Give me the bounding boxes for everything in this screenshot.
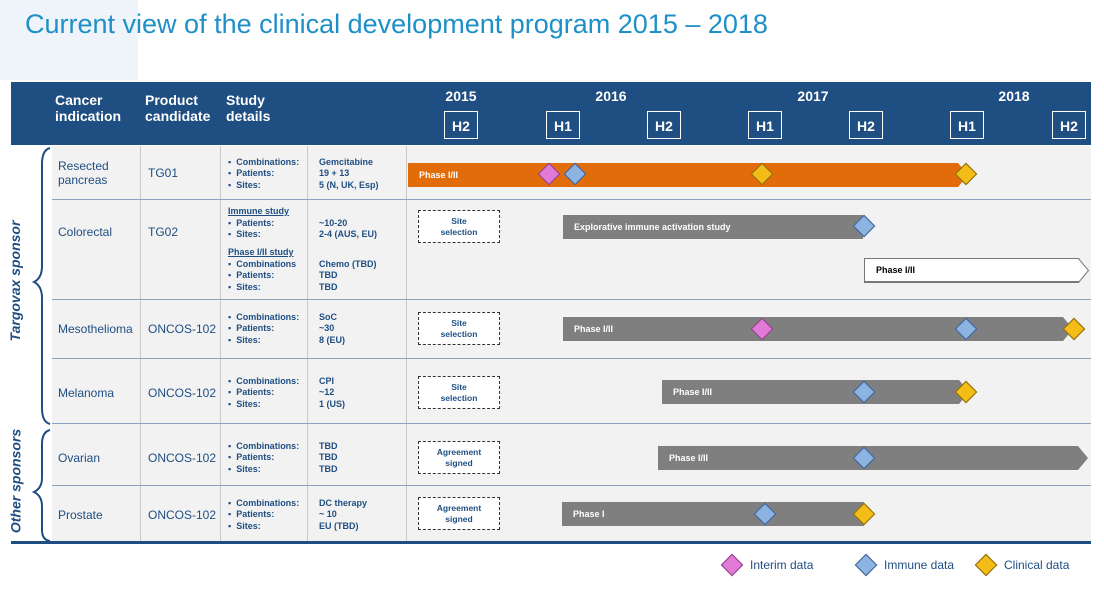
row-prostate-indication: Prostate — [58, 508, 103, 522]
row-colorectal-product: TG02 — [148, 225, 179, 239]
table-bottom-border — [11, 541, 1091, 544]
half-2016-h1: H1 — [546, 111, 580, 139]
row-melanoma-indication: Melanoma — [58, 386, 115, 400]
row-melanoma-detail-values: CPI ~12 1 (US) — [319, 376, 346, 409]
row-pancreas-detail-values: Gemcitabine 19 + 13 5 (N, UK, Esp) — [319, 157, 379, 190]
row-divider — [52, 199, 1091, 200]
targovax-sponsor-label: Targovax sponsor — [7, 220, 23, 342]
phase-bar-colorectal-immune: Explorative immune activation study — [563, 215, 863, 239]
phase-bar-colorectal-phase: Phase I/II — [864, 258, 1089, 282]
column-divider — [140, 146, 141, 543]
colorectal-immune-study-title: Immune study — [228, 206, 290, 216]
column-divider — [307, 146, 308, 543]
site-selection-box: Site selection — [418, 210, 500, 243]
phase-bar-mesothelioma: Phase I/II — [563, 317, 1073, 341]
row-prostate-detail-labels: ▪ Combinations: ▪ Patients: ▪ Sites: — [228, 498, 300, 531]
column-divider — [406, 146, 407, 543]
table-header — [11, 82, 1091, 145]
colorectal-phase-labels: ▪ Combinations ▪ Patients: ▪ Sites: — [228, 259, 297, 292]
column-divider — [220, 146, 221, 543]
phase-bar-outline — [864, 258, 1090, 283]
year-2016: 2016 — [595, 88, 627, 104]
row-mesothelioma-detail-values: SoC ~30 8 (EU) — [319, 312, 346, 345]
row-divider — [52, 485, 1091, 486]
header-study-details: Study details — [226, 92, 271, 124]
other-sponsors-label: Other sponsors — [7, 428, 24, 534]
header-cancer-indication: Cancer indication — [55, 92, 122, 124]
colorectal-phase-study-title: Phase I/II study — [228, 247, 294, 257]
agreement-signed-box: Agreement signed — [418, 441, 500, 474]
year-2018: 2018 — [998, 88, 1030, 104]
year-2017: 2017 — [797, 88, 829, 104]
row-mesothelioma-detail-labels: ▪ Combinations: ▪ Patients: ▪ Sites: — [228, 312, 300, 345]
colorectal-immune-labels: ▪ Patients: ▪ Sites: — [228, 218, 275, 240]
phase-bar-prostate: Phase I — [562, 502, 864, 526]
row-pancreas-product: TG01 — [148, 166, 179, 180]
colorectal-immune-values: ~10-20 2-4 (AUS, EU) — [319, 218, 378, 240]
title-accent — [0, 0, 138, 80]
half-2016-h2: H2 — [647, 111, 681, 139]
legend-clinical-icon — [974, 553, 998, 577]
legend-interim-label: Interim data — [750, 558, 814, 572]
row-melanoma-detail-labels: ▪ Combinations: ▪ Patients: ▪ Sites: — [228, 376, 300, 409]
row-prostate-product: ONCOS-102 — [148, 508, 217, 522]
row-ovarian-product: ONCOS-102 — [148, 451, 217, 465]
row-melanoma-product: ONCOS-102 — [148, 386, 217, 400]
table-body — [52, 146, 1091, 543]
row-divider — [52, 358, 1091, 359]
half-2018-h1: H1 — [950, 111, 984, 139]
row-divider — [52, 299, 1091, 300]
phase-bar-pancreas: Phase I/II — [408, 163, 968, 187]
half-2017-h2: H2 — [849, 111, 883, 139]
site-selection-box: Site selection — [418, 312, 500, 345]
half-2015-h2: H2 — [444, 111, 478, 139]
row-ovarian-detail-values: TBD TBD TBD — [319, 441, 338, 474]
agreement-signed-box: Agreement signed — [418, 497, 500, 530]
row-prostate-detail-values: DC therapy ~ 10 EU (TBD) — [319, 498, 368, 531]
row-pancreas-indication: Resected pancreas — [58, 159, 109, 187]
row-mesothelioma-product: ONCOS-102 — [148, 322, 217, 336]
legend-clinical-label: Clinical data — [1004, 558, 1070, 572]
legend-immune-icon — [854, 553, 878, 577]
sponsor-brackets — [31, 147, 51, 542]
row-ovarian-detail-labels: ▪ Combinations: ▪ Patients: ▪ Sites: — [228, 441, 300, 474]
row-divider — [52, 423, 1091, 424]
colorectal-phase-values: Chemo (TBD) TBD TBD — [319, 259, 377, 292]
row-mesothelioma-indication: Mesothelioma — [58, 322, 133, 336]
header-product-candidate: Product candidate — [145, 92, 211, 124]
row-colorectal-indication: Colorectal — [58, 225, 113, 239]
row-ovarian-indication: Ovarian — [58, 451, 101, 465]
page-title: Current view of the clinical development… — [25, 9, 768, 39]
site-selection-box: Site selection — [418, 376, 500, 409]
legend-immune-label: Immune data — [884, 558, 955, 572]
phase-bar-melanoma: Phase I/II — [662, 380, 969, 404]
half-2018-h2: H2 — [1052, 111, 1086, 139]
year-2015: 2015 — [445, 88, 477, 104]
row-pancreas-detail-labels: ▪ Combinations: ▪ Patients: ▪ Sites: — [228, 157, 300, 190]
legend-interim-icon — [720, 553, 744, 577]
half-2017-h1: H1 — [748, 111, 782, 139]
